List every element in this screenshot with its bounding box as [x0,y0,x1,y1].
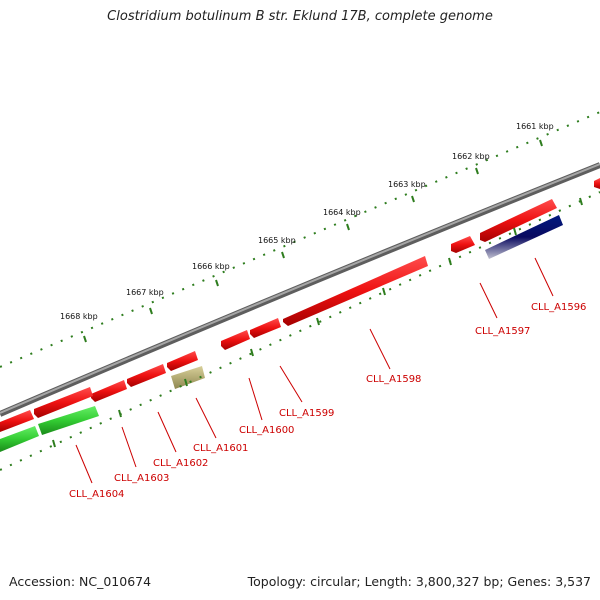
gene-labels: CLL_A1596 CLL_A1597 CLL_A1598 CLL_A1599 … [69,257,586,500]
gene-cll-a1599 [250,318,281,338]
gene-label: CLL_A1602 [153,458,208,469]
gene-cll-a1604-forward [34,387,93,418]
gene-cll-a1597 [451,236,475,253]
gene-cll-a1596-highlight [485,215,563,259]
gene-cll-a1601 [167,351,198,371]
scale-major-ticks [83,139,543,343]
scale-label: 1665 kbp [258,236,296,245]
gene-label: CLL_A1598 [366,374,421,385]
gene-label: CLL_A1603 [114,473,169,484]
forward-strand-genes [0,178,600,432]
gene-cll-a1602 [127,364,166,387]
scale-label: 1661 kbp [516,122,554,131]
scale-label: 1667 kbp [126,288,164,297]
gene-forward [0,410,34,432]
accession-text: Accession: NC_010674 [9,574,152,589]
reverse-strand-features [0,215,563,452]
gene-cll-a1604-rna [38,406,99,435]
scale-label: 1664 kbp [323,208,361,217]
gene-label: CLL_A1596 [531,302,586,313]
gene-forward [594,178,600,189]
gene-cll-a1598 [283,256,428,326]
genome-summary-text: Topology: circular; Length: 3,800,327 bp… [247,574,591,589]
scale-label: 1666 kbp [192,262,230,271]
inner-major-ticks [52,197,583,448]
gene-label: CLL_A1604 [69,489,124,500]
gene-cll-a1601-pseudo [171,366,205,389]
genome-backbone [0,162,600,417]
gene-cll-a1596-forward [480,199,557,242]
inner-scale-ring [0,191,600,471]
scale-label: 1662 kbp [452,152,490,161]
gene-cll-a1600 [221,330,250,350]
gene-label: CLL_A1597 [475,326,530,337]
gene-cll-a1603 [91,380,127,402]
inner-minor-ticks [0,191,600,471]
scale-label: 1663 kbp [388,180,426,189]
scale-ring: 1661 kbp 1662 kbp 1663 kbp 1664 kbp 1665… [0,111,600,368]
gene-label: CLL_A1600 [239,425,294,436]
gene-label: CLL_A1599 [279,408,334,419]
gene-label: CLL_A1601 [193,443,248,454]
gene-rna [0,426,39,452]
scale-label: 1668 kbp [60,312,98,321]
genome-title: Clostridium botulinum B str. Eklund 17B,… [107,9,493,24]
